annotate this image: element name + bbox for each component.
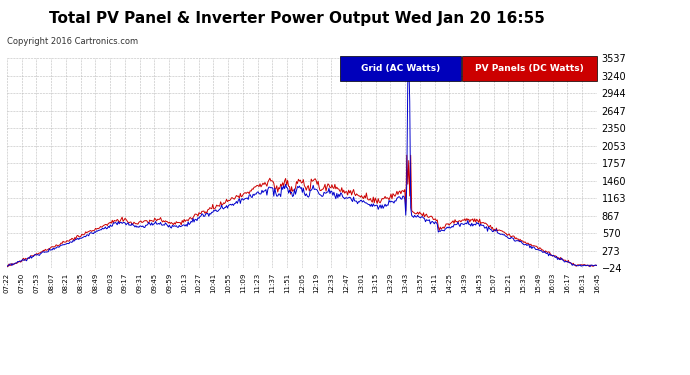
Text: Copyright 2016 Cartronics.com: Copyright 2016 Cartronics.com (7, 38, 138, 46)
Text: Grid (AC Watts): Grid (AC Watts) (361, 64, 440, 73)
Text: Total PV Panel & Inverter Power Output Wed Jan 20 16:55: Total PV Panel & Inverter Power Output W… (49, 11, 544, 26)
Text: PV Panels (DC Watts): PV Panels (DC Watts) (475, 64, 584, 73)
